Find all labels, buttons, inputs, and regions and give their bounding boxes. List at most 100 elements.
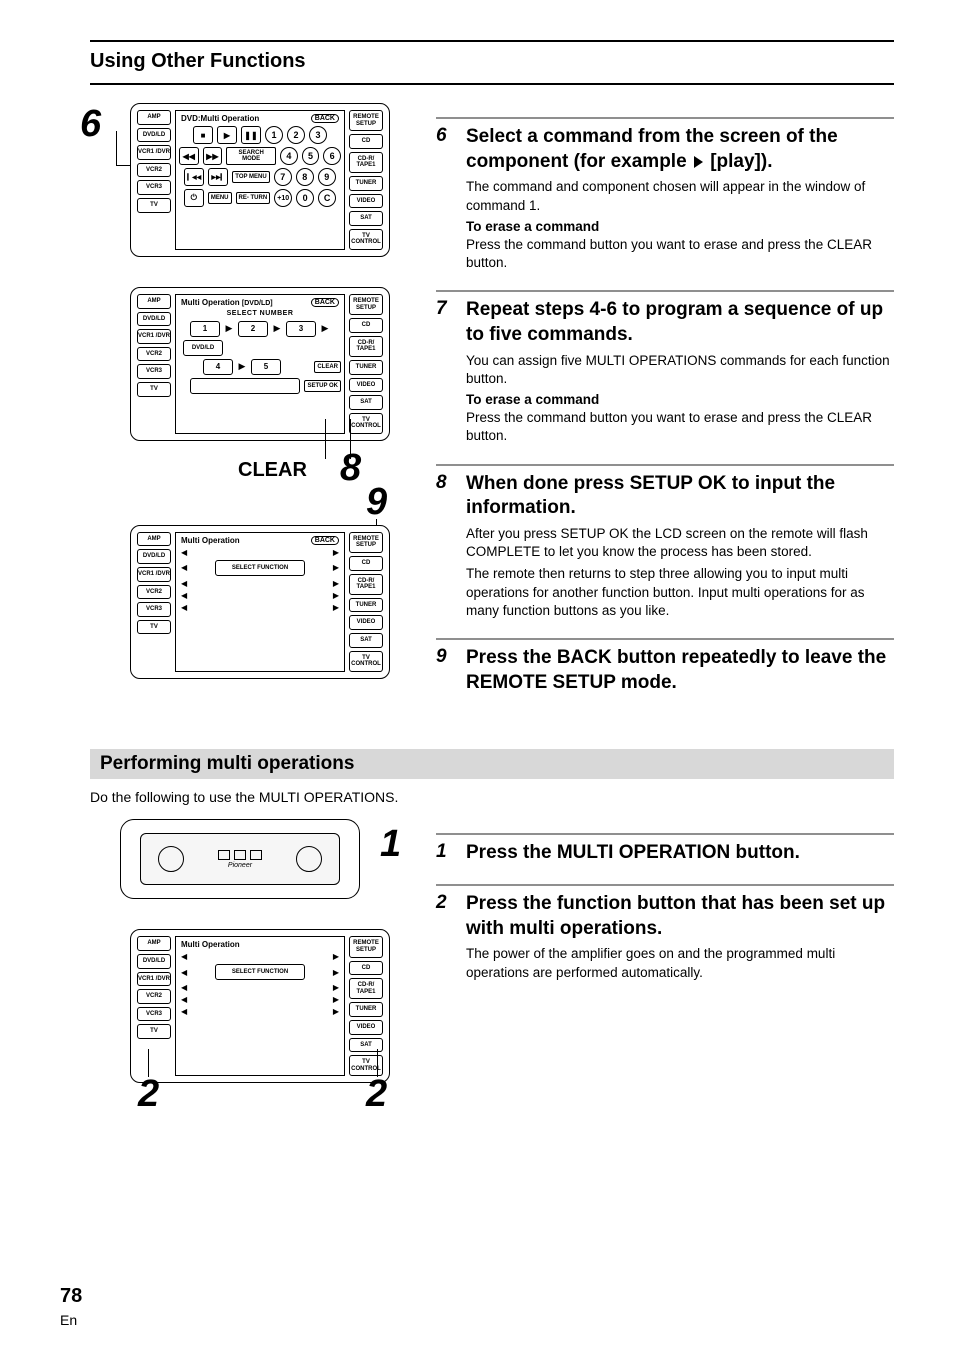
- cdr-tape1-button[interactable]: CD-R/ TAPE1: [349, 978, 383, 999]
- muting-button[interactable]: [250, 850, 262, 860]
- volume-knob[interactable]: [296, 846, 322, 872]
- return-button[interactable]: RE- TURN: [236, 192, 271, 204]
- cd-button[interactable]: CD: [349, 318, 383, 333]
- diagram-9-wrap: 9 AMP DVD/LD VCR1 /DVR VCR2 VCR3 TV: [90, 525, 410, 679]
- tv-control-button[interactable]: TV CONTROL: [349, 651, 383, 672]
- vcr1-dvr-button[interactable]: VCR1 /DVR: [137, 329, 171, 344]
- arrow-icon: ▶: [320, 321, 330, 337]
- clear-button[interactable]: CLEAR: [314, 361, 341, 373]
- num-1[interactable]: 1: [265, 126, 283, 144]
- vcr2-button[interactable]: VCR2: [137, 163, 171, 178]
- num-4[interactable]: 4: [280, 147, 298, 165]
- cd-button[interactable]: CD: [349, 961, 383, 976]
- back-button[interactable]: BACK: [311, 536, 339, 545]
- tv-control-button[interactable]: TV CONTROL: [349, 229, 383, 250]
- sat-button[interactable]: SAT: [349, 633, 383, 648]
- vcr3-button[interactable]: VCR3: [137, 602, 171, 617]
- video-button[interactable]: VIDEO: [349, 378, 383, 393]
- play-icon: [694, 156, 703, 168]
- play-button[interactable]: ▶: [217, 126, 237, 144]
- back-button[interactable]: BACK: [311, 298, 339, 307]
- video-button[interactable]: VIDEO: [349, 1020, 383, 1035]
- input-knob[interactable]: [158, 846, 184, 872]
- cd-button[interactable]: CD: [349, 134, 383, 149]
- num-6[interactable]: 6: [323, 147, 341, 165]
- dvd-ld-button[interactable]: DVD/LD: [137, 128, 171, 143]
- video-button[interactable]: VIDEO: [349, 194, 383, 209]
- power-button[interactable]: ⏻: [184, 189, 204, 207]
- dvd-ld-button[interactable]: DVD/LD: [137, 549, 171, 564]
- remote-setup-button[interactable]: REMOTE SETUP: [349, 110, 383, 131]
- top-menu-button[interactable]: TOP MENU: [232, 171, 269, 183]
- remote-setup-button[interactable]: REMOTE SETUP: [349, 532, 383, 553]
- cdr-tape1-button[interactable]: CD-R/ TAPE1: [349, 336, 383, 357]
- num-7[interactable]: 7: [274, 168, 292, 186]
- num-2[interactable]: 2: [287, 126, 305, 144]
- lcd-screen: Multi Operation BACK ◀▶ ◀ SELECT FUNCTIO…: [175, 532, 345, 672]
- remote-diagram-clear8: AMP DVD/LD VCR1 /DVR VCR2 VCR3 TV Multi …: [130, 287, 390, 441]
- lcd-screen: Multi Operation ◀▶ ◀ SELECT FUNCTION ▶: [175, 936, 345, 1076]
- left-arrow-icon: ◀: [181, 591, 187, 600]
- amp-button[interactable]: AMP: [137, 110, 171, 125]
- pause-button[interactable]: ❚❚: [241, 126, 261, 144]
- cdr-tape1-button[interactable]: CD-R/ TAPE1: [349, 574, 383, 595]
- slot-2[interactable]: 2: [238, 321, 268, 337]
- tuner-button[interactable]: TUNER: [349, 1002, 383, 1017]
- amp-button[interactable]: AMP: [137, 532, 171, 547]
- search-mode-button[interactable]: SEARCH MODE: [226, 147, 276, 165]
- tv-button[interactable]: TV: [137, 198, 171, 213]
- vcr3-button[interactable]: VCR3: [137, 1007, 171, 1022]
- tuner-button[interactable]: TUNER: [349, 598, 383, 613]
- slot-3[interactable]: 3: [286, 321, 316, 337]
- stop-button[interactable]: ■: [193, 126, 213, 144]
- num-3[interactable]: 3: [309, 126, 327, 144]
- tv-button[interactable]: TV: [137, 620, 171, 635]
- num-5[interactable]: 5: [302, 147, 320, 165]
- vcr3-button[interactable]: VCR3: [137, 364, 171, 379]
- multi-op-button[interactable]: [218, 850, 230, 860]
- setup-ok-button[interactable]: SETUP OK: [304, 380, 341, 392]
- ff-button[interactable]: ▶▶: [203, 147, 223, 165]
- back-button[interactable]: BACK: [311, 114, 339, 123]
- dvd-ld-button[interactable]: DVD/LD: [137, 312, 171, 327]
- num-9[interactable]: 9: [318, 168, 336, 186]
- dvd-ld-button[interactable]: DVD/LD: [137, 954, 171, 969]
- right-side-buttons: REMOTE SETUP CD CD-R/ TAPE1 TUNER VIDEO …: [349, 294, 383, 434]
- amp-button[interactable]: AMP: [137, 294, 171, 309]
- rew-button[interactable]: ◀◀: [179, 147, 199, 165]
- tv-control-button[interactable]: TV CONTROL: [349, 413, 383, 434]
- amp-button[interactable]: AMP: [137, 936, 171, 951]
- video-button[interactable]: VIDEO: [349, 615, 383, 630]
- num-8[interactable]: 8: [296, 168, 314, 186]
- sat-button[interactable]: SAT: [349, 395, 383, 410]
- select-number-label: SELECT NUMBER: [179, 310, 341, 317]
- menu-button[interactable]: MENU: [208, 192, 232, 204]
- prev-button[interactable]: ▎◀◀: [184, 168, 204, 186]
- vcr2-button[interactable]: VCR2: [137, 989, 171, 1004]
- num-0[interactable]: 0: [296, 189, 314, 207]
- slot-1[interactable]: 1: [190, 321, 220, 337]
- system-off-button[interactable]: [234, 850, 246, 860]
- vcr1-dvr-button[interactable]: VCR1 /DVR: [137, 567, 171, 582]
- right-arrow-icon: ▶: [333, 563, 339, 572]
- remote-setup-button[interactable]: REMOTE SETUP: [349, 294, 383, 315]
- next-button[interactable]: ▶▶▎: [208, 168, 228, 186]
- tuner-button[interactable]: TUNER: [349, 360, 383, 375]
- tuner-button[interactable]: TUNER: [349, 176, 383, 191]
- sat-button[interactable]: SAT: [349, 211, 383, 226]
- cdr-tape1-button[interactable]: CD-R/ TAPE1: [349, 152, 383, 173]
- vcr2-button[interactable]: VCR2: [137, 585, 171, 600]
- remote-setup-button[interactable]: REMOTE SETUP: [349, 936, 383, 957]
- cd-button[interactable]: CD: [349, 556, 383, 571]
- vcr2-button[interactable]: VCR2: [137, 347, 171, 362]
- num-plus10[interactable]: +10: [274, 189, 292, 207]
- vcr1-dvr-button[interactable]: VCR1 /DVR: [137, 972, 171, 987]
- tv-button[interactable]: TV: [137, 382, 171, 397]
- left-arrow-icon: ◀: [181, 1007, 187, 1016]
- vcr1-dvr-button[interactable]: VCR1 /DVR: [137, 145, 171, 160]
- slot-5[interactable]: 5: [251, 359, 281, 375]
- vcr3-button[interactable]: VCR3: [137, 180, 171, 195]
- num-c[interactable]: C: [318, 189, 336, 207]
- slot-4[interactable]: 4: [203, 359, 233, 375]
- tv-button[interactable]: TV: [137, 1024, 171, 1039]
